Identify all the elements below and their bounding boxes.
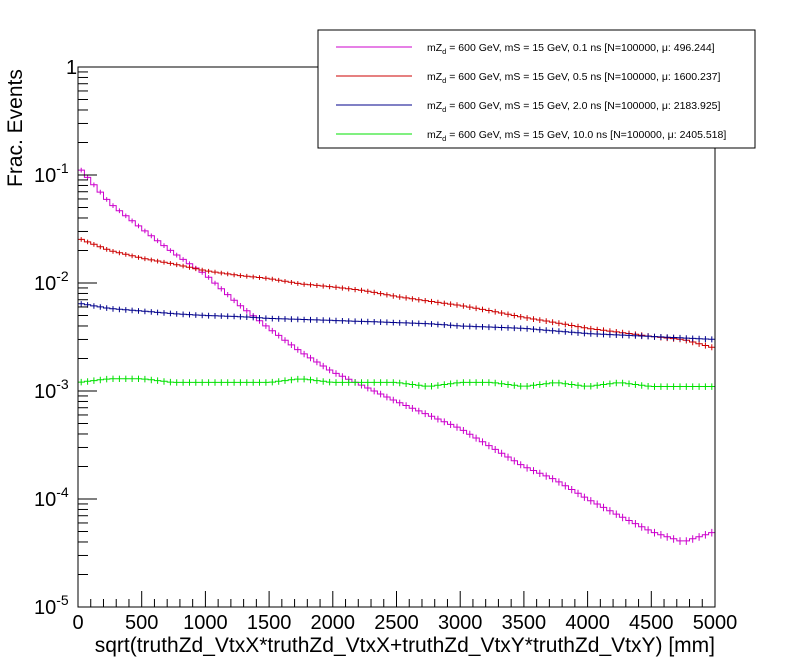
y-tick-label-5: 1 [66,57,77,79]
series-errors-2 [80,301,713,343]
legend: mZd = 600 GeV, mS = 15 GeV, 0.1 ns [N=10… [317,29,756,149]
ticks-layer [77,66,716,608]
x-axis-title: sqrt(truthZd_VtxX*truthZd_VtxX+truthZd_V… [95,634,715,657]
y-tick-label-4: 10-1 [34,160,69,187]
y-tick-label-3: 10-2 [34,268,69,295]
legend-box [317,29,756,149]
series-line-2 [78,303,715,340]
series-errors-3 [80,375,713,390]
legend-label-3: mZd = 600 GeV, mS = 15 GeV, 10.0 ns [N=1… [427,129,726,143]
y-axis-title: Frac. Events [4,69,27,187]
series-2 [78,301,715,343]
x-tick-label-10: 5000 [693,612,738,634]
x-tick-label-4: 2000 [311,612,356,634]
y-tick-label-0: 10-5 [34,592,69,619]
series-line-1 [78,238,715,348]
y-tick-label-2: 10-3 [34,376,69,403]
x-tick-label-7: 3500 [502,612,547,634]
x-tick-label-9: 4500 [629,612,674,634]
x-tick-label-6: 3000 [438,612,483,634]
series-line-0 [78,169,715,542]
legend-label-0: mZd = 600 GeV, mS = 15 GeV, 0.1 ns [N=10… [427,42,715,56]
series-layer [78,167,715,545]
x-tick-label-8: 4000 [565,612,610,634]
x-tick-label-0: 0 [72,612,83,634]
y-tick-label-1: 10-4 [34,484,69,511]
series-3 [78,375,715,390]
legend-label-1: mZd = 600 GeV, mS = 15 GeV, 0.5 ns [N=10… [427,71,721,85]
x-tick-label-5: 2500 [374,612,419,634]
x-tick-label-2: 1000 [183,612,228,634]
tick-labels-layer: 0 500 1000 1500 2000 2500 3000 3500 4000 4500 5000… [34,57,737,634]
x-tick-label-3: 1500 [247,612,292,634]
x-tick-label-1: 500 [125,612,158,634]
legend-label-2: mZd = 600 GeV, mS = 15 GeV, 2.0 ns [N=10… [427,100,721,114]
